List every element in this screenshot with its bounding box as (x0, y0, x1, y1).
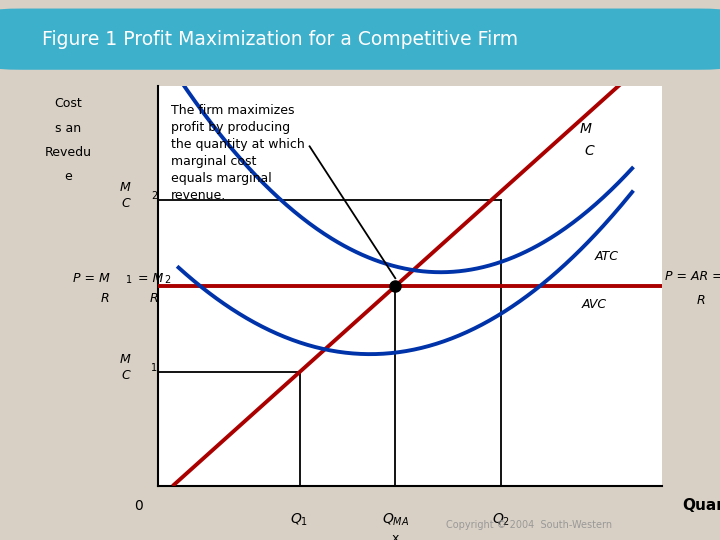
Text: $Q_1$: $Q_1$ (290, 512, 309, 528)
Text: M: M (120, 353, 131, 366)
Text: 0: 0 (134, 499, 143, 513)
Text: s an: s an (55, 122, 81, 134)
Text: P = M: P = M (73, 272, 109, 285)
Text: Figure 1 Profit Maximization for a Competitive Firm: Figure 1 Profit Maximization for a Compe… (42, 30, 518, 49)
Text: Quantity: Quantity (683, 498, 720, 514)
Text: x: x (392, 532, 399, 540)
Text: R: R (101, 292, 109, 305)
Text: 2: 2 (164, 275, 171, 285)
Text: M: M (120, 181, 131, 194)
Text: R: R (697, 294, 706, 307)
Text: R: R (149, 292, 158, 305)
Text: AVC: AVC (582, 298, 607, 310)
Text: C: C (585, 144, 594, 158)
Text: M: M (579, 123, 591, 137)
FancyBboxPatch shape (0, 9, 720, 70)
Text: $Q_2$: $Q_2$ (492, 512, 510, 528)
Text: Copyright © 2004  South-Western: Copyright © 2004 South-Western (446, 520, 613, 530)
Text: The firm maximizes
profit by producing
the quantity at which
marginal cost
equal: The firm maximizes profit by producing t… (171, 104, 305, 202)
Text: ATC: ATC (595, 249, 618, 263)
Text: P = AR = M: P = AR = M (665, 269, 720, 283)
Text: Revedu: Revedu (45, 146, 92, 159)
Text: Cost: Cost (55, 97, 82, 110)
Text: 1: 1 (151, 363, 157, 373)
Text: 2: 2 (151, 191, 157, 201)
Text: C: C (122, 197, 131, 210)
Text: $Q_{MA}$: $Q_{MA}$ (382, 512, 409, 528)
Text: = M: = M (138, 272, 163, 285)
Text: e: e (65, 170, 72, 183)
Text: 1: 1 (126, 275, 132, 285)
Text: C: C (122, 369, 131, 382)
